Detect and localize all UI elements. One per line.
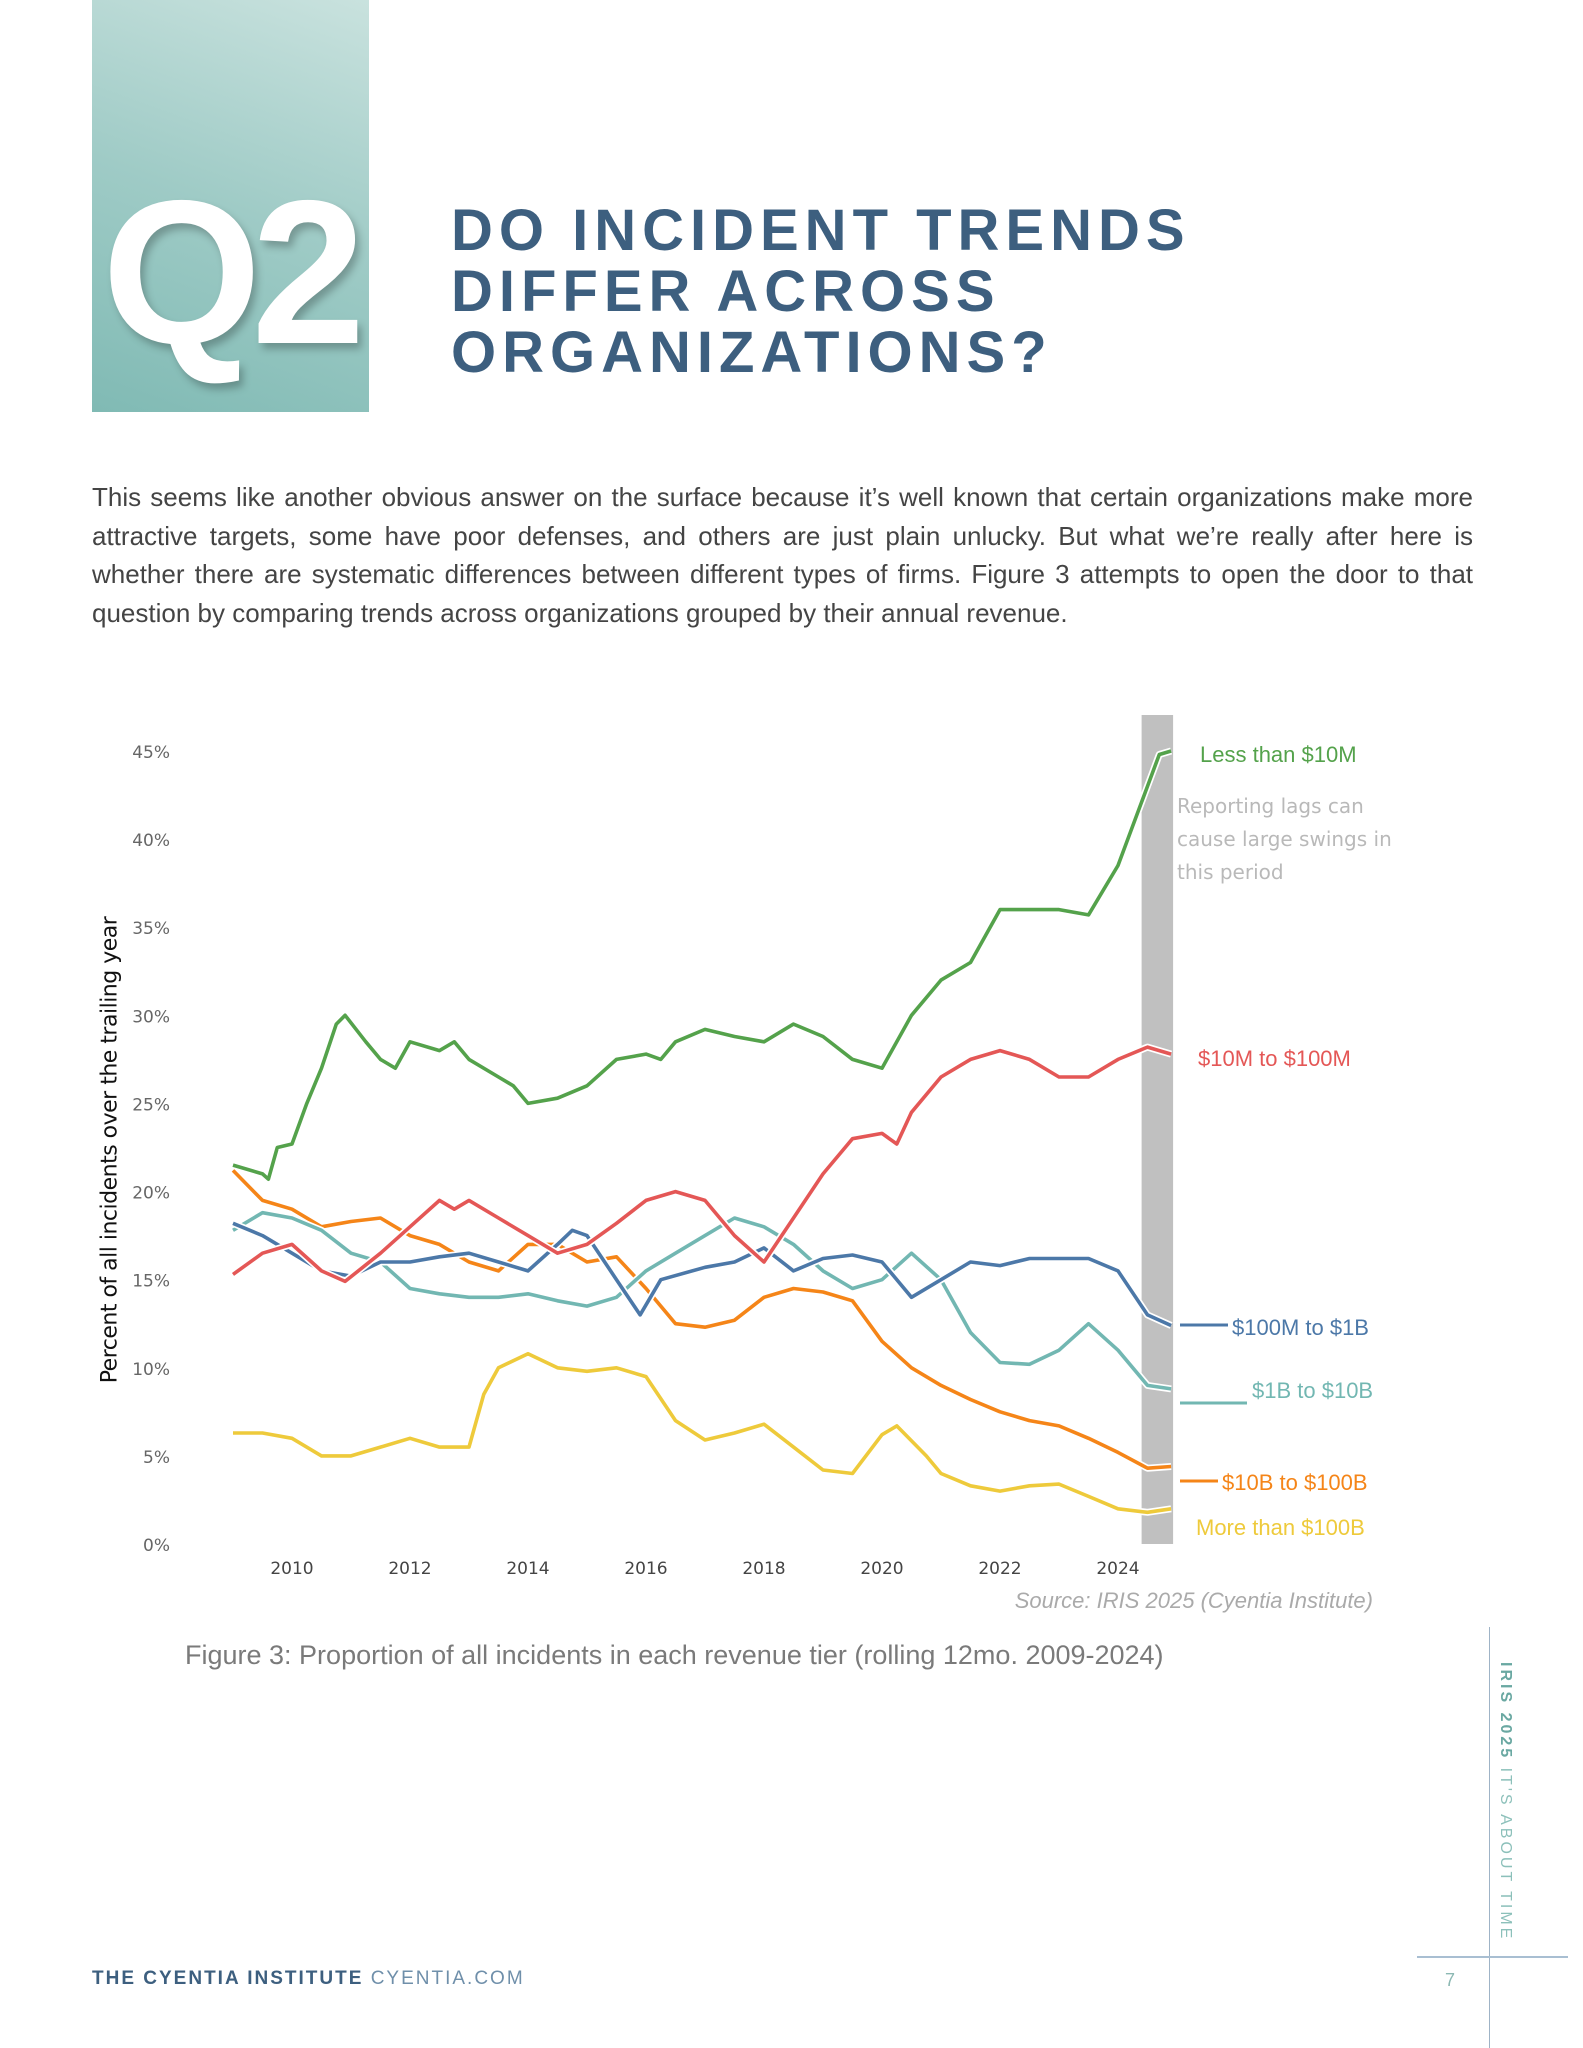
series-label: $100M to $1B bbox=[1232, 1315, 1369, 1340]
y-tick-label: 25% bbox=[132, 1095, 170, 1115]
y-tick-label: 10% bbox=[132, 1360, 170, 1380]
body-paragraph: This seems like another obvious answer o… bbox=[92, 482, 1473, 628]
series-label: Less than $10M bbox=[1200, 742, 1357, 767]
y-axis-title: Percent of all incidents over the traili… bbox=[97, 916, 123, 1384]
series-line-halo bbox=[231, 747, 1173, 1183]
y-tick-label: 20% bbox=[132, 1184, 170, 1204]
y-tick-label: 5% bbox=[143, 1448, 170, 1468]
title-line: DO INCIDENT TRENDS bbox=[451, 198, 1191, 263]
question-number: Q2 bbox=[102, 158, 365, 387]
highlight-band bbox=[1141, 715, 1174, 1544]
series-line bbox=[231, 1045, 1172, 1284]
title-line: ORGANIZATIONS? bbox=[451, 320, 1053, 385]
series-line bbox=[233, 1351, 1172, 1515]
x-tick-label: 2010 bbox=[270, 1559, 313, 1579]
footer-org: THE CYENTIA INSTITUTE bbox=[92, 1968, 364, 1989]
series-line bbox=[231, 1169, 1172, 1470]
sidebar-running-title: IRIS 2025 IT'S ABOUT TIME bbox=[1496, 1662, 1514, 1941]
title-line: DIFFER ACROSS bbox=[451, 259, 1001, 324]
y-tick-label: 45% bbox=[132, 743, 170, 763]
series-line-halo bbox=[230, 1167, 1172, 1472]
series-line-halo bbox=[230, 1043, 1173, 1285]
y-tick-label: 30% bbox=[132, 1007, 170, 1027]
series-label: $10B to $100B bbox=[1222, 1470, 1368, 1495]
footer: THE CYENTIA INSTITUTE CYENTIA.COM bbox=[92, 1968, 525, 1990]
report-name: IRIS 2025 bbox=[1497, 1662, 1514, 1761]
x-tick-label: 2018 bbox=[742, 1559, 785, 1579]
series-label: $10M to $100M bbox=[1198, 1046, 1351, 1071]
question-badge: Q2 bbox=[92, 0, 369, 412]
sidebar-divider bbox=[1489, 1627, 1490, 2048]
x-tick-label: 2020 bbox=[860, 1559, 903, 1579]
series-label: $1B to $10B bbox=[1252, 1378, 1373, 1403]
x-tick-label: 2022 bbox=[978, 1559, 1021, 1579]
x-tick-label: 2024 bbox=[1096, 1559, 1139, 1579]
page-title: DO INCIDENT TRENDS DIFFER ACROSS ORGANIZ… bbox=[451, 200, 1191, 383]
x-tick-label: 2014 bbox=[506, 1559, 549, 1579]
footer-divider bbox=[1417, 1956, 1568, 1958]
y-tick-label: 0% bbox=[143, 1536, 170, 1556]
y-tick-label: 35% bbox=[132, 919, 170, 939]
series-line bbox=[232, 1210, 1172, 1391]
x-tick-label: 2016 bbox=[624, 1559, 667, 1579]
y-tick-label: 40% bbox=[132, 831, 170, 851]
series-line-halo bbox=[233, 1350, 1172, 1516]
figure-caption: Figure 3: Proportion of all incidents in… bbox=[185, 1640, 1164, 1670]
band-annotation: Reporting lags can cause large swings in… bbox=[1177, 794, 1392, 884]
report-tagline: IT'S ABOUT TIME bbox=[1497, 1767, 1514, 1942]
footer-site[interactable]: CYENTIA.COM bbox=[370, 1968, 525, 1989]
series-line bbox=[232, 1221, 1172, 1328]
chart-source: Source: IRIS 2025 (Cyentia Institute) bbox=[1014, 1588, 1373, 1613]
y-tick-label: 15% bbox=[132, 1272, 170, 1292]
x-tick-label: 2012 bbox=[388, 1559, 431, 1579]
page-number: 7 bbox=[1445, 1970, 1456, 1990]
series-line bbox=[232, 749, 1172, 1181]
series-label: More than $100B bbox=[1196, 1515, 1365, 1540]
